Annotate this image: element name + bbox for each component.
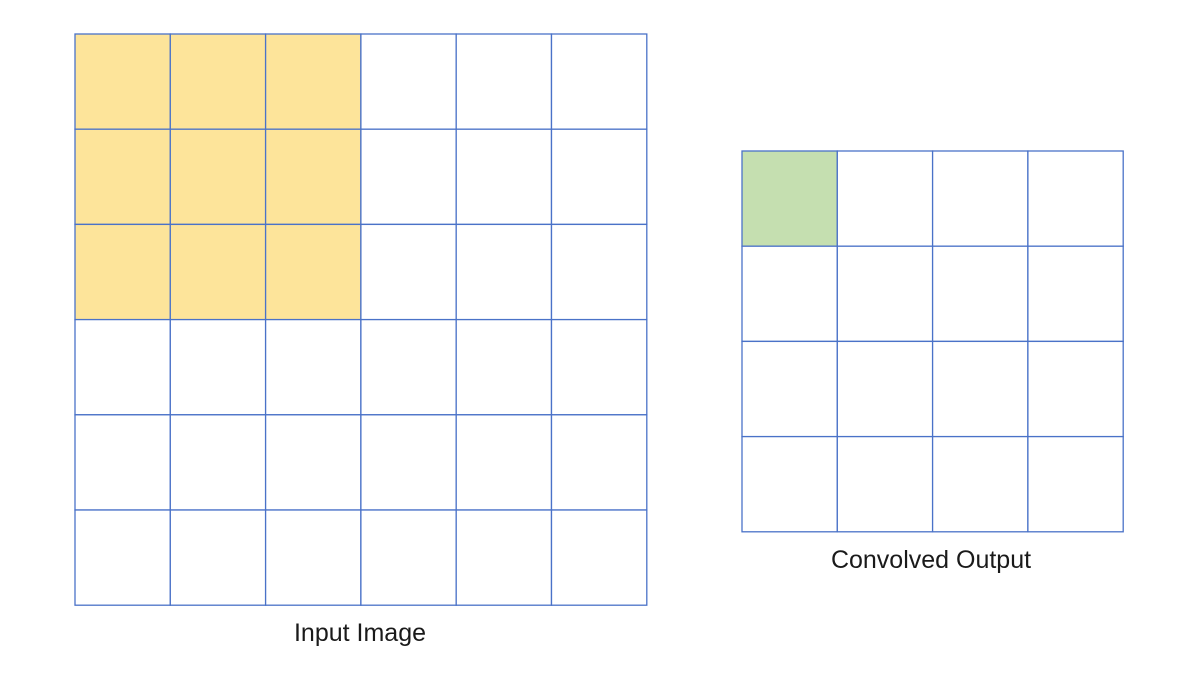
input-cell	[74, 509, 171, 606]
input-cell	[360, 33, 457, 130]
input-cell	[550, 414, 648, 511]
input-highlighted-cell	[74, 33, 171, 130]
output-cell	[741, 340, 838, 438]
input-highlighted-cell	[264, 128, 362, 226]
input-highlighted-cell	[74, 128, 171, 226]
output-cell	[1027, 150, 1124, 247]
input-cell	[455, 33, 553, 130]
input-cell	[455, 128, 553, 226]
input-cell	[550, 33, 648, 130]
input-highlighted-cell	[264, 223, 362, 321]
input-cell	[360, 223, 457, 321]
input-cell	[360, 128, 457, 226]
input-highlighted-cell	[169, 223, 267, 321]
output-cell	[836, 435, 934, 533]
input-cell	[550, 223, 648, 321]
output-cell	[741, 245, 838, 343]
output-cell	[931, 150, 1029, 247]
input-highlighted-cell	[169, 33, 267, 130]
input-cell	[550, 509, 648, 606]
output-cell	[741, 435, 838, 533]
output-cell	[836, 150, 934, 247]
input-cell	[74, 318, 171, 416]
output-cell	[1027, 435, 1124, 533]
input-highlighted-cell	[169, 128, 267, 226]
output-highlighted-cell	[741, 150, 838, 247]
input-image-grid	[74, 33, 648, 606]
input-image-caption: Input Image	[293, 619, 427, 647]
output-cell	[1027, 340, 1124, 438]
convolved-output-caption: Convolved Output	[830, 546, 1032, 574]
output-cell	[836, 340, 934, 438]
input-cell	[455, 414, 553, 511]
input-cell	[264, 509, 362, 606]
convolved-output-grid	[741, 150, 1124, 533]
output-cell	[931, 435, 1029, 533]
output-cell	[931, 340, 1029, 438]
input-cell	[455, 509, 553, 606]
input-cell	[360, 414, 457, 511]
input-cell	[455, 223, 553, 321]
input-cell	[169, 509, 267, 606]
input-cell	[360, 509, 457, 606]
output-cell	[1027, 245, 1124, 343]
input-cell	[74, 414, 171, 511]
input-cell	[455, 318, 553, 416]
input-highlighted-cell	[264, 33, 362, 130]
output-cell	[836, 245, 934, 343]
input-highlighted-cell	[74, 223, 171, 321]
input-cell	[264, 318, 362, 416]
input-cell	[360, 318, 457, 416]
input-cell	[550, 128, 648, 226]
input-cell	[550, 318, 648, 416]
input-cell	[264, 414, 362, 511]
output-cell	[931, 245, 1029, 343]
input-cell	[169, 414, 267, 511]
input-cell	[169, 318, 267, 416]
